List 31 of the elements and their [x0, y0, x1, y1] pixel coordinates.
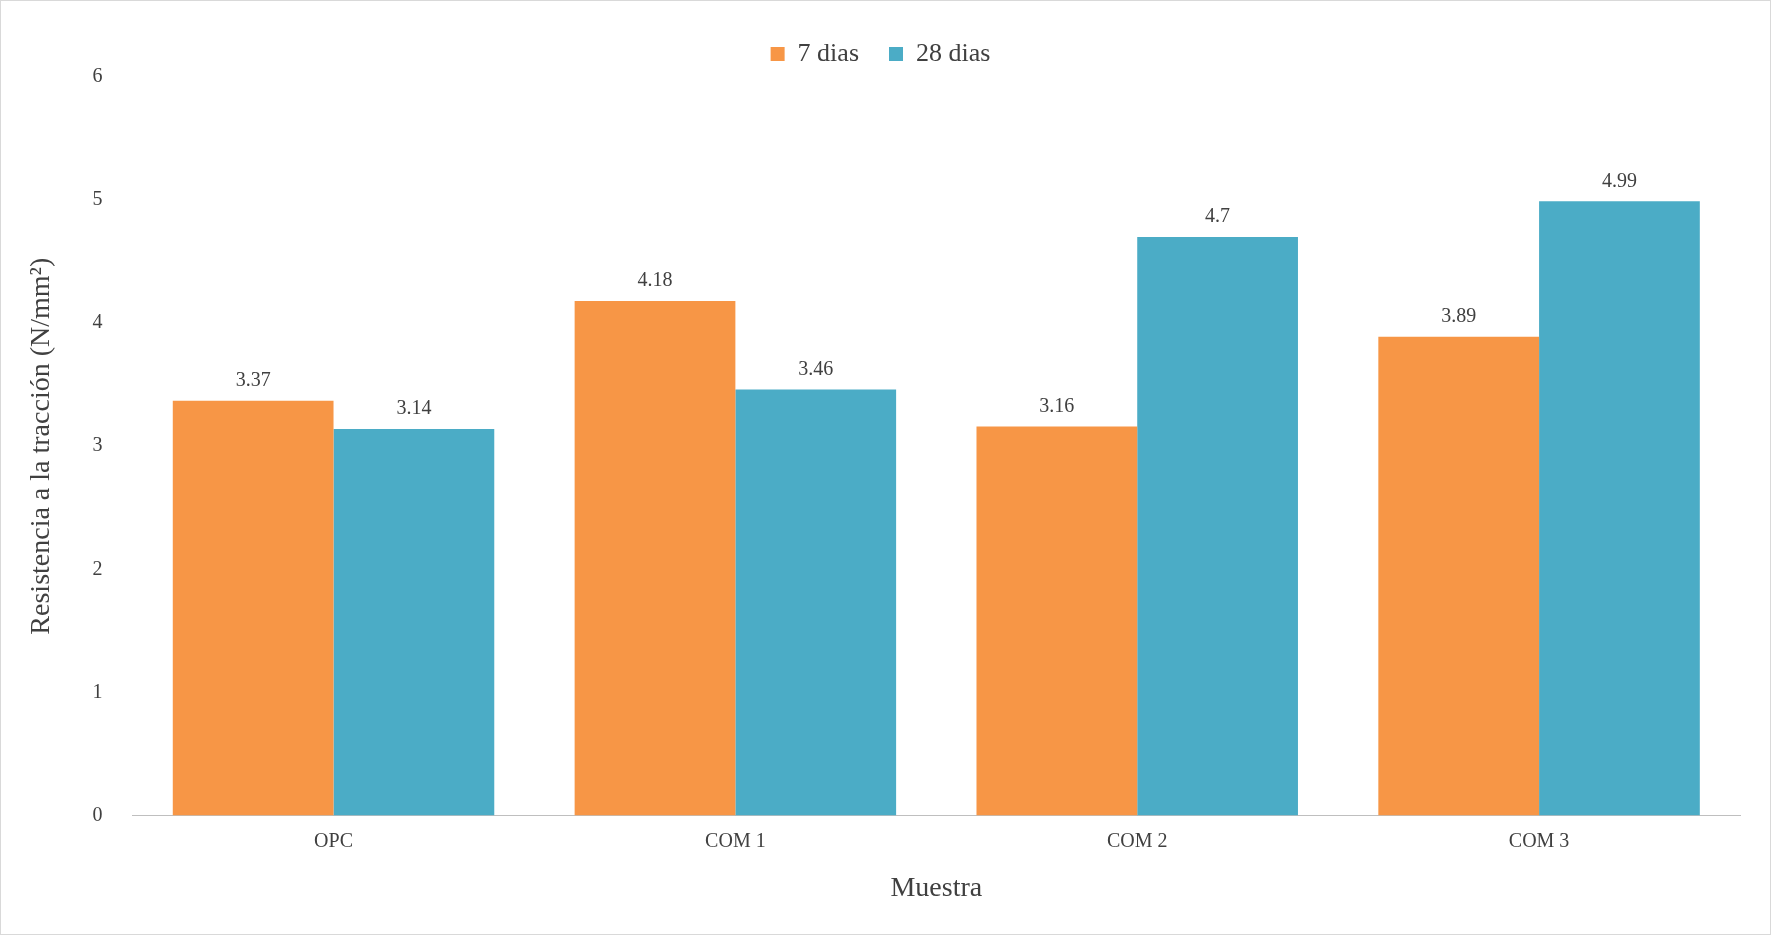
data-label: 4.18	[637, 268, 673, 291]
y-tick-label: 3	[92, 433, 103, 456]
legend-label: 28 dias	[916, 37, 991, 67]
x-tick-label: COM 1	[705, 828, 766, 851]
bar	[1378, 336, 1540, 816]
y-tick-label: 6	[92, 64, 103, 87]
y-tick-label: 2	[92, 556, 103, 579]
data-label: 4.99	[1601, 168, 1637, 191]
data-label: 3.46	[798, 356, 834, 379]
bar	[1539, 201, 1700, 816]
x-tick-label: COM 3	[1508, 828, 1570, 851]
bar	[172, 400, 334, 816]
y-tick-label: 1	[92, 679, 103, 702]
data-label: 4.7	[1205, 204, 1231, 227]
bar	[1137, 236, 1298, 816]
bar	[333, 428, 495, 816]
legend-label: 7 dias	[797, 37, 860, 67]
data-label: 3.37	[235, 367, 271, 390]
y-tick-label: 0	[92, 802, 103, 825]
y-tick-label: 5	[92, 187, 103, 210]
x-axis-title: Muestra	[890, 870, 983, 902]
data-label: 3.89	[1441, 303, 1477, 326]
bar	[574, 300, 736, 816]
x-tick-label: OPC	[314, 828, 353, 851]
bar	[735, 389, 897, 816]
bar	[976, 426, 1138, 816]
y-axis-title: Resistencia a la tracción (N/mm²)	[24, 257, 56, 635]
data-label: 3.14	[396, 396, 432, 419]
data-label: 3.16	[1039, 393, 1075, 416]
y-tick-label: 4	[92, 310, 103, 333]
x-tick-label: COM 2	[1106, 828, 1168, 851]
